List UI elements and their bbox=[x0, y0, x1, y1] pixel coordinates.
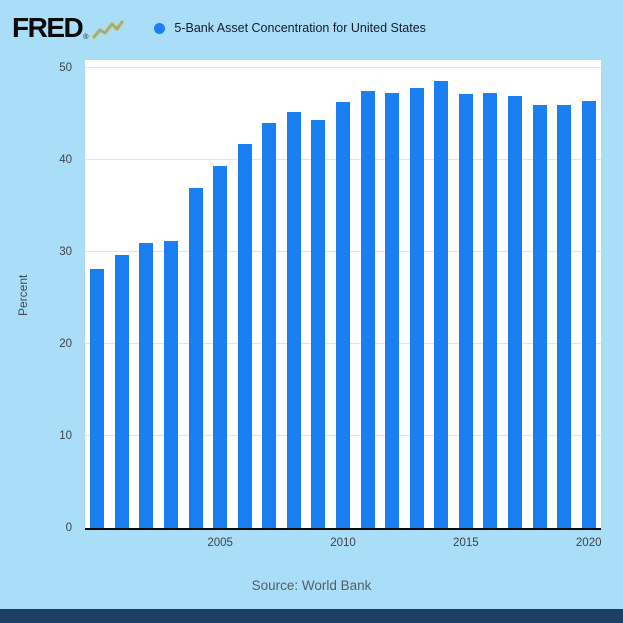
bar-2000[interactable] bbox=[90, 268, 105, 528]
gridline bbox=[85, 67, 601, 68]
plot-area bbox=[85, 60, 601, 530]
y-tick-label: 20 bbox=[59, 338, 72, 350]
series-title-link[interactable]: 5-Bank Asset Concentration for United St… bbox=[174, 21, 426, 35]
x-tick-label: 2020 bbox=[575, 537, 602, 549]
chart-header: FRED ® 5-Bank Asset Concentration for Un… bbox=[0, 0, 623, 56]
bar-2020[interactable] bbox=[581, 101, 596, 528]
y-tick-label: 10 bbox=[59, 430, 72, 442]
fred-logo[interactable]: FRED ® bbox=[12, 12, 125, 43]
bar-2003[interactable] bbox=[164, 240, 178, 528]
y-axis-title: Percent bbox=[16, 274, 30, 316]
bar-2018[interactable] bbox=[532, 104, 547, 528]
x-axis-line bbox=[85, 528, 601, 530]
y-axis: 0 10 20 30 40 50 bbox=[38, 60, 76, 534]
bar-2015[interactable] bbox=[458, 93, 473, 528]
x-tick-label: 2005 bbox=[207, 537, 233, 549]
bar-2012[interactable] bbox=[385, 92, 400, 528]
legend-marker-icon bbox=[154, 22, 166, 34]
x-tick-label: 2015 bbox=[453, 537, 479, 549]
bar-2014[interactable] bbox=[434, 80, 449, 528]
legend: 5-Bank Asset Concentration for United St… bbox=[154, 21, 426, 35]
bar-2013[interactable] bbox=[409, 88, 424, 528]
bar-2009[interactable] bbox=[311, 120, 326, 528]
fred-logo-text: FRED bbox=[12, 12, 84, 43]
bar-2007[interactable] bbox=[262, 123, 277, 528]
bar-2011[interactable] bbox=[360, 91, 375, 528]
bar-2002[interactable] bbox=[139, 242, 154, 528]
bar-2006[interactable] bbox=[237, 144, 252, 528]
footer-bar bbox=[0, 609, 623, 623]
bar-2017[interactable] bbox=[508, 95, 522, 528]
registered-trademark-mark: ® bbox=[83, 34, 89, 41]
bar-2001[interactable] bbox=[114, 254, 129, 528]
y-tick-label: 40 bbox=[59, 154, 72, 166]
source-note: Source: World Bank bbox=[251, 578, 372, 593]
bar-2019[interactable] bbox=[557, 104, 572, 528]
bar-2008[interactable] bbox=[286, 112, 301, 528]
bar-2010[interactable] bbox=[336, 102, 350, 528]
y-tick-label: 0 bbox=[65, 522, 72, 534]
bar-2016[interactable] bbox=[483, 92, 498, 528]
x-axis: 2005 2010 2015 2020 bbox=[85, 537, 601, 555]
x-tick-label: 2010 bbox=[330, 537, 356, 549]
bar-2005[interactable] bbox=[213, 165, 228, 528]
bar-2004[interactable] bbox=[188, 187, 203, 528]
line-chart-icon bbox=[92, 20, 125, 39]
y-tick-label: 50 bbox=[59, 62, 72, 74]
y-tick-label: 30 bbox=[59, 246, 72, 258]
